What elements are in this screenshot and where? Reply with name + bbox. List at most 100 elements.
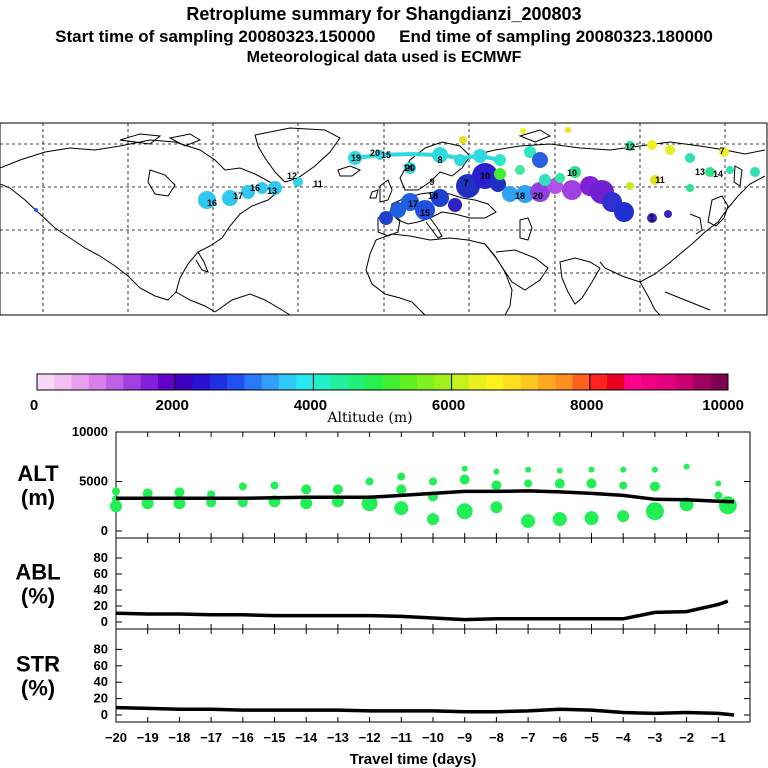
x-tick-label: −10 <box>422 730 444 745</box>
plume-cluster-28 <box>562 180 582 200</box>
plume-cluster-1 <box>222 190 238 206</box>
y-tick-label: 80 <box>94 550 108 565</box>
x-tick-label: −12 <box>359 730 381 745</box>
y-tick-label: 40 <box>94 582 108 597</box>
plume-cluster-36 <box>515 165 525 175</box>
colorbar-tick-label: 0 <box>30 397 38 414</box>
alt-dot <box>429 477 437 486</box>
plume-cluster-3 <box>256 182 268 194</box>
plume-cluster-49 <box>685 153 695 163</box>
colorbar-label: Altitude (m) <box>326 410 412 426</box>
y-tick-label: 40 <box>94 674 108 689</box>
plume-cluster-18 <box>415 200 435 220</box>
y-axis-label: (m) <box>21 485 55 510</box>
colorbar-cell <box>330 374 349 390</box>
x-axis-label: Travel time (days) <box>350 751 477 768</box>
alt-dot <box>649 481 660 492</box>
plume-day-label: 12 <box>625 142 635 152</box>
alt-dots <box>110 463 737 529</box>
alt-dot <box>619 481 628 490</box>
y-tick-label: 0 <box>101 707 108 722</box>
plume-cluster-23 <box>490 176 506 192</box>
alt-dot <box>524 479 533 488</box>
plume-cluster-48 <box>665 145 675 155</box>
coast-india <box>559 257 601 305</box>
coast-southeast-asia <box>639 281 711 316</box>
plume-day-label: 16 <box>207 198 217 208</box>
alt-dot <box>461 465 468 472</box>
alt-dot <box>394 501 409 516</box>
colorbar-cell <box>227 374 245 390</box>
alt-dot <box>459 474 470 485</box>
colorbar-cell <box>641 374 660 390</box>
colorbar-cell <box>468 374 487 390</box>
coast-greenland <box>254 127 341 183</box>
x-tick-label: −6 <box>552 730 567 745</box>
x-tick-label: −15 <box>263 730 285 745</box>
plume-cluster-2 <box>241 185 255 199</box>
colorbar-cell <box>658 374 677 390</box>
alt-mean-line <box>116 489 735 504</box>
alt-dot <box>683 463 690 470</box>
colorbar-cell <box>296 374 314 390</box>
y-tick-label: 0 <box>101 523 108 538</box>
alt-dot <box>301 484 312 495</box>
alt-dot <box>552 512 567 527</box>
colorbar-cell <box>417 374 435 390</box>
alt-dot <box>110 500 122 513</box>
alt-dot <box>142 488 153 499</box>
colorbar-tick-label: 8000 <box>570 397 603 414</box>
x-tick-label: −11 <box>391 730 412 745</box>
colorbar-cell <box>676 374 694 390</box>
x-tick-label: −16 <box>232 730 254 745</box>
coast-arabia <box>495 249 549 291</box>
coast-south-america <box>214 293 291 316</box>
colorbar-tick-label: 4000 <box>294 397 327 414</box>
plume-cluster-13 <box>524 146 536 158</box>
plume-day-label: 15 <box>381 150 391 160</box>
coast-hudson-bay <box>147 169 176 197</box>
alt-dot <box>427 513 439 526</box>
alt-dot <box>397 472 406 481</box>
alt-dot <box>584 511 599 526</box>
y-axis-label: (%) <box>21 676 55 701</box>
time-series-panels: 1000050000ALT(m)806040200ABL(%)806040200… <box>15 424 751 768</box>
alt-dot <box>586 478 597 489</box>
y-tick-label: 5000 <box>79 474 108 489</box>
colorbar-cell <box>503 374 522 390</box>
alt-dot <box>491 480 502 491</box>
alt-dot <box>300 497 313 510</box>
colorbar-cell <box>607 374 625 390</box>
plume-cluster-52 <box>520 128 526 134</box>
x-tick-label: −18 <box>168 730 190 745</box>
coast-iceland <box>337 165 362 177</box>
plume-day-label: 17 <box>233 191 243 201</box>
alt-dot <box>112 487 120 496</box>
plume-cluster-54 <box>34 208 38 212</box>
plume-day-label: 17 <box>408 199 418 209</box>
alt-dot <box>588 466 595 473</box>
plume-day-label: 10 <box>567 168 577 178</box>
plume-day-label: 20 <box>533 191 543 201</box>
coast-asia-east <box>599 175 766 283</box>
y-axis-label: (%) <box>21 584 55 609</box>
alt-dot <box>207 490 216 499</box>
alt-dot <box>525 466 532 473</box>
colorbar-cell <box>434 374 453 390</box>
colorbar-cell <box>313 374 332 390</box>
plume-day-label: 14 <box>713 169 723 179</box>
alt-dot <box>556 467 563 474</box>
alt-dot <box>332 484 343 495</box>
alt-dot <box>617 510 630 523</box>
plume-day-label: 10 <box>480 171 490 181</box>
plume-cluster-53 <box>565 127 571 133</box>
plume-day-label: 9 <box>429 177 434 187</box>
alt-dot <box>718 496 737 515</box>
abl-line <box>115 599 729 622</box>
plume-cluster-19 <box>431 189 449 207</box>
x-tick-label: −17 <box>200 730 222 745</box>
y-tick-label: 60 <box>94 566 108 581</box>
colorbar-cell <box>244 374 263 390</box>
alt-dot <box>270 481 279 490</box>
colorbar-cell <box>451 374 470 390</box>
